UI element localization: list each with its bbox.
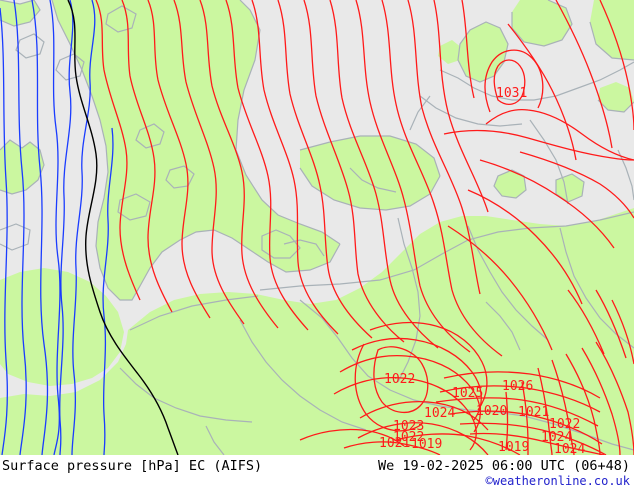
isobar-label: 1025 [452, 386, 483, 401]
isobar-label: 1022 [549, 417, 580, 432]
isobar-label: 1031 [496, 86, 527, 101]
pressure-contour-map[interactable]: 1031 1022 1025 1026 1024 1020 1021 1023 … [0, 0, 634, 455]
isobar-label: 1022 [384, 372, 415, 387]
isobar-label: 1024 [541, 430, 572, 445]
isobar-label: 1019 [498, 440, 529, 455]
isobar-label: 1021 [379, 436, 410, 451]
footer-timestamp: We 19-02-2025 06:00 UTC (06+48) [378, 458, 630, 474]
isobar-reference-1013 [67, 0, 179, 455]
isobar-label: 1020 [476, 404, 507, 419]
isobar-label: 1023 [393, 419, 424, 434]
isobars-high [95, 0, 634, 455]
isobar-label: 1026 [502, 379, 533, 394]
isobars-low [0, 0, 114, 455]
isobar-label: 1021 [518, 405, 549, 420]
isobar-label: 1019 [411, 437, 442, 452]
map-footer: Surface pressure [hPa] EC (AIFS) We 19-0… [0, 455, 634, 490]
footer-title: Surface pressure [hPa] EC (AIFS) [2, 458, 263, 474]
isobar-label: 1022 [393, 430, 424, 445]
map-canvas: 1031 1022 1025 1026 1024 1020 1021 1023 … [0, 0, 634, 455]
coastlines-and-borders [0, 0, 634, 455]
footer-copyright: ©weatheronline.co.uk [485, 474, 631, 488]
isobar-label: 1024 [424, 406, 455, 421]
isobar-labels: 1031 1022 1025 1026 1024 1020 1021 1023 … [379, 86, 585, 455]
isobar-label: 1024 [554, 442, 585, 455]
